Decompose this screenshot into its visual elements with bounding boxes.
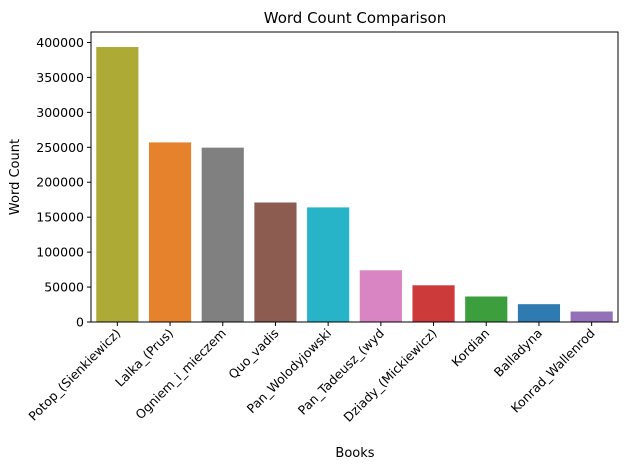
bar bbox=[307, 207, 350, 322]
y-tick-label: 150000 bbox=[36, 210, 84, 225]
x-tick-label: Dziady_(Mickiewicz) bbox=[340, 326, 439, 425]
x-axis-label: Books bbox=[335, 446, 374, 461]
y-tick-label: 200000 bbox=[36, 175, 84, 190]
bar bbox=[96, 47, 139, 322]
bar bbox=[517, 304, 561, 322]
x-tick-label: Ogniem_i_mieczem bbox=[132, 326, 229, 423]
y-tick-label: 0 bbox=[76, 315, 84, 330]
x-tick-label: Kordian bbox=[448, 326, 492, 370]
bar bbox=[465, 296, 508, 322]
y-tick-label: 50000 bbox=[44, 280, 84, 295]
y-tick-label: 300000 bbox=[36, 105, 84, 120]
y-tick-label: 100000 bbox=[36, 245, 84, 260]
x-tick-label: Balladyna bbox=[491, 326, 545, 380]
y-axis-label: Word Count bbox=[8, 139, 23, 215]
bar bbox=[148, 142, 192, 322]
y-tick-label: 350000 bbox=[36, 70, 84, 85]
bar bbox=[570, 311, 613, 322]
x-tick-label: Quo_vadis bbox=[225, 326, 281, 382]
x-tick-label: Potop_(Sienkiewicz) bbox=[25, 326, 123, 424]
y-tick-label: 250000 bbox=[36, 140, 84, 155]
plot-area: 0 50000 100000 150000 200000 250000 300000 3500… bbox=[25, 31, 619, 425]
plot-frame bbox=[90, 31, 619, 323]
bar bbox=[201, 147, 244, 322]
bar bbox=[254, 202, 297, 322]
bar bbox=[359, 270, 402, 322]
y-tick-label: 400000 bbox=[36, 35, 84, 50]
bar bbox=[412, 285, 455, 322]
chart-title: Word Count Comparison bbox=[264, 9, 446, 27]
